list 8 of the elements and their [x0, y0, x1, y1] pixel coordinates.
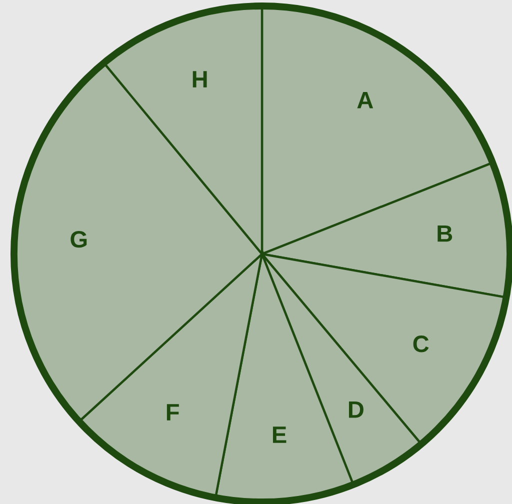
- slice-label: E: [272, 426, 286, 443]
- slice-label: C: [413, 336, 429, 352]
- slice-label: H: [192, 71, 207, 88]
- slice-label: A: [357, 92, 374, 108]
- slice-label: G: [70, 230, 87, 248]
- slice-label: F: [166, 404, 179, 420]
- slice-label: B: [438, 225, 452, 242]
- slice-label: D: [348, 402, 364, 418]
